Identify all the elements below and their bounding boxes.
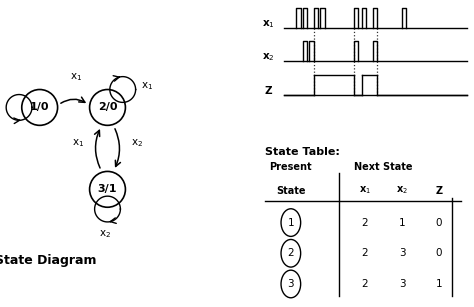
Text: 1: 1 xyxy=(399,218,405,227)
Text: Present: Present xyxy=(270,162,312,172)
Text: 3: 3 xyxy=(288,279,294,289)
Text: 2: 2 xyxy=(362,218,368,227)
Text: x$_2$: x$_2$ xyxy=(0,99,1,111)
Text: 1/0: 1/0 xyxy=(30,103,49,112)
Text: State Table:: State Table: xyxy=(264,147,339,157)
Text: 2: 2 xyxy=(362,279,368,289)
Text: x$_1$: x$_1$ xyxy=(141,80,153,91)
Text: x$_2$: x$_2$ xyxy=(131,137,143,149)
Text: 3: 3 xyxy=(399,248,405,258)
Text: x$_1$: x$_1$ xyxy=(70,72,82,83)
Text: x$_1$: x$_1$ xyxy=(359,185,371,196)
Text: x$_1$: x$_1$ xyxy=(72,137,84,149)
Text: 3/1: 3/1 xyxy=(98,184,117,194)
Text: x$_2$: x$_2$ xyxy=(262,52,274,63)
Text: 2: 2 xyxy=(362,248,368,258)
Text: x$_2$: x$_2$ xyxy=(99,228,111,240)
Text: 0: 0 xyxy=(436,218,442,227)
Text: 1: 1 xyxy=(436,279,442,289)
Text: State Diagram: State Diagram xyxy=(0,255,97,267)
Text: 2/0: 2/0 xyxy=(98,103,117,112)
Text: 0: 0 xyxy=(436,248,442,258)
Text: x$_2$: x$_2$ xyxy=(396,185,408,196)
Text: Next State: Next State xyxy=(354,162,413,172)
Text: 3: 3 xyxy=(399,279,405,289)
Text: 1: 1 xyxy=(288,218,294,227)
Text: x$_1$: x$_1$ xyxy=(262,18,274,29)
Text: State: State xyxy=(276,186,306,196)
Text: Z: Z xyxy=(436,186,443,196)
Text: Z: Z xyxy=(264,86,272,96)
Text: 2: 2 xyxy=(288,248,294,258)
